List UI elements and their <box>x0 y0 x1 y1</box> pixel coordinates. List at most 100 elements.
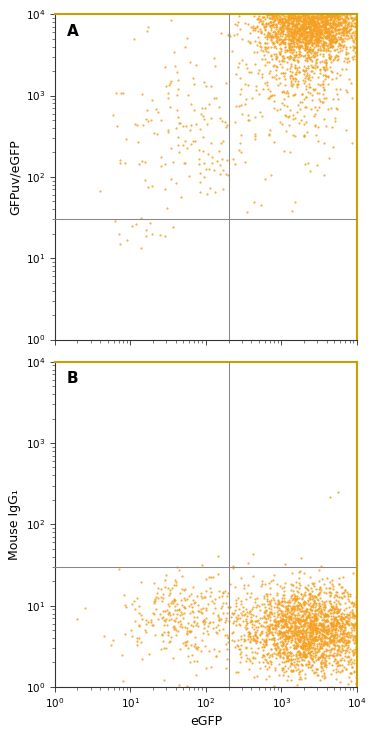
Point <box>296 42 302 54</box>
Point <box>261 609 267 621</box>
Point <box>329 613 335 625</box>
Point <box>303 43 309 55</box>
Point <box>321 96 327 108</box>
Point <box>286 29 292 41</box>
Point <box>298 641 304 653</box>
Point <box>313 30 319 42</box>
Point <box>336 578 342 590</box>
Point <box>300 631 306 643</box>
Point <box>282 631 288 643</box>
Point <box>315 663 321 675</box>
Point <box>294 626 300 637</box>
Point <box>274 32 280 44</box>
Point <box>270 10 276 21</box>
Point <box>299 35 305 47</box>
Point <box>307 18 313 29</box>
Point <box>247 37 253 49</box>
Point <box>273 644 279 656</box>
Point <box>227 578 233 590</box>
Point <box>216 624 222 636</box>
Point <box>252 35 258 46</box>
Point <box>298 29 304 40</box>
Point <box>292 62 298 74</box>
Point <box>323 19 329 31</box>
Point <box>337 635 343 647</box>
Point <box>334 634 340 645</box>
Point <box>317 79 323 91</box>
Point <box>342 616 348 628</box>
Point <box>155 613 161 625</box>
Point <box>254 615 260 626</box>
Point <box>113 87 119 99</box>
Point <box>207 617 213 629</box>
Point <box>348 77 354 89</box>
Point <box>242 156 248 168</box>
Point <box>350 633 356 645</box>
Point <box>282 601 288 612</box>
Point <box>298 40 304 52</box>
Point <box>291 40 297 52</box>
Point <box>313 615 319 626</box>
Point <box>271 632 277 644</box>
Point <box>323 638 329 650</box>
Point <box>306 46 312 57</box>
Point <box>202 662 208 673</box>
Point <box>304 40 310 52</box>
Point <box>292 648 298 660</box>
Point <box>285 646 291 658</box>
Point <box>312 54 318 66</box>
Point <box>272 14 278 26</box>
Point <box>333 613 339 625</box>
Point <box>314 627 320 639</box>
Point <box>354 610 360 622</box>
Point <box>321 26 327 38</box>
Point <box>336 606 342 618</box>
Point <box>157 608 163 620</box>
Point <box>307 618 313 630</box>
Point <box>182 584 188 595</box>
Point <box>301 24 307 35</box>
Point <box>296 66 302 78</box>
Point <box>310 10 316 22</box>
Point <box>148 115 154 127</box>
Point <box>333 10 339 22</box>
Point <box>272 665 278 676</box>
Point <box>318 608 324 620</box>
Point <box>325 620 331 631</box>
Point <box>205 598 211 609</box>
Point <box>296 66 302 78</box>
Point <box>310 24 316 35</box>
Point <box>312 17 318 29</box>
Point <box>152 629 158 641</box>
Point <box>281 646 287 658</box>
Point <box>272 619 278 631</box>
Point <box>165 608 171 620</box>
Point <box>301 654 307 666</box>
Point <box>200 634 206 646</box>
Point <box>344 637 350 648</box>
Point <box>302 44 308 56</box>
Point <box>282 109 288 121</box>
Point <box>336 578 342 590</box>
Point <box>238 572 244 584</box>
Point <box>332 44 338 56</box>
Point <box>318 32 324 43</box>
Point <box>301 129 307 141</box>
Point <box>136 600 142 612</box>
Point <box>299 609 305 620</box>
Point <box>167 101 173 113</box>
Point <box>292 601 298 612</box>
Point <box>282 40 288 52</box>
Point <box>306 19 312 31</box>
Point <box>215 568 221 580</box>
Point <box>302 26 308 38</box>
Point <box>332 13 338 25</box>
Point <box>293 622 299 634</box>
Point <box>281 18 287 30</box>
Point <box>186 169 192 181</box>
Point <box>323 31 329 43</box>
Point <box>238 634 244 645</box>
Point <box>352 643 358 654</box>
Point <box>349 51 355 63</box>
Point <box>299 605 305 617</box>
